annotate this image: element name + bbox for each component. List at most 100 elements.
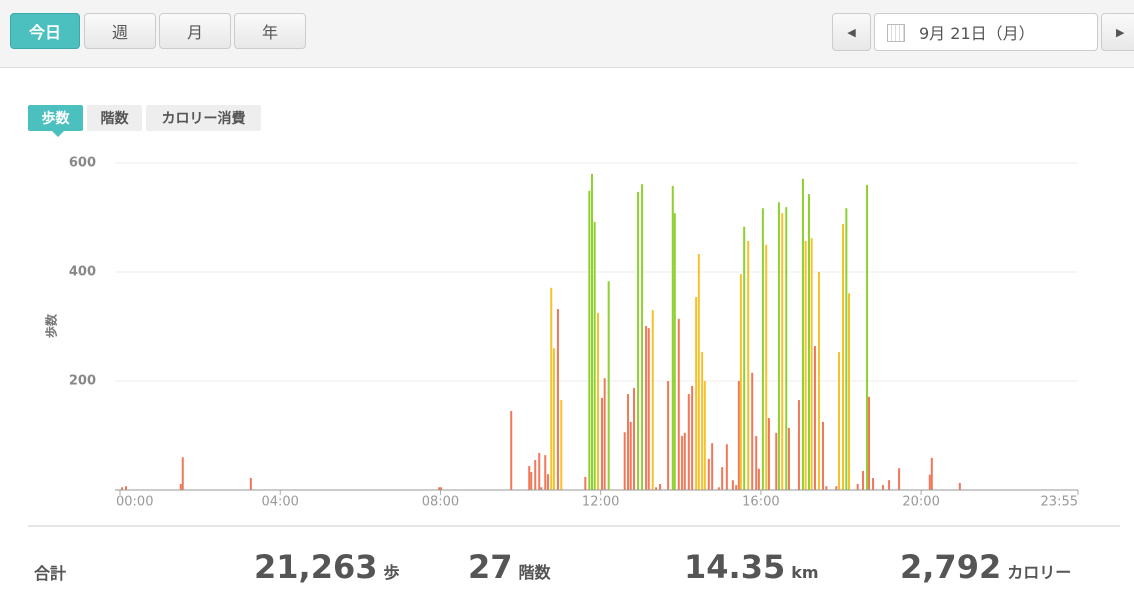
bar <box>249 478 252 490</box>
bar <box>647 328 650 490</box>
bar <box>701 352 704 490</box>
bar <box>121 487 124 490</box>
bar <box>544 455 547 490</box>
tab-year[interactable]: 年 <box>234 13 306 49</box>
bar <box>825 486 828 490</box>
bar <box>590 173 593 490</box>
bar <box>810 238 813 490</box>
summary-steps: 21,263 歩 <box>254 548 400 588</box>
bar <box>697 254 700 490</box>
summary-unit: km <box>791 563 819 582</box>
bar <box>655 487 658 490</box>
bar <box>528 466 531 490</box>
summary-value: 2,792 <box>900 548 1002 586</box>
bar <box>593 221 596 491</box>
bar <box>438 487 441 490</box>
bar <box>588 190 591 491</box>
bar <box>645 325 648 490</box>
x-tick-label: 04:00 <box>261 495 298 510</box>
bar <box>835 486 838 490</box>
chart-tab-calories[interactable]: カロリー消費 <box>146 105 261 131</box>
bar <box>757 468 760 490</box>
bar <box>530 472 533 490</box>
bar <box>765 244 768 490</box>
summary-unit: 歩 <box>383 563 400 582</box>
bar <box>637 191 640 490</box>
summary-unit: カロリー <box>1007 563 1072 582</box>
bar <box>181 457 184 490</box>
bar <box>866 184 869 491</box>
bar <box>731 480 734 490</box>
bar <box>872 478 875 490</box>
summary-value: 27 <box>468 548 513 586</box>
tab-month[interactable]: 月 <box>159 13 231 49</box>
bar <box>842 224 845 491</box>
bar <box>607 281 610 490</box>
date-text: 9月 21日（月） <box>919 24 1035 43</box>
bar <box>862 470 865 490</box>
bar <box>958 482 961 490</box>
x-tick-label: 20:00 <box>902 495 939 510</box>
bar <box>671 185 674 490</box>
bar <box>179 484 182 490</box>
bar <box>651 310 654 490</box>
chart-tab-floors[interactable]: 階数 <box>87 105 142 131</box>
summary-value: 21,263 <box>254 548 378 586</box>
summary-floors: 27 階数 <box>468 548 551 588</box>
tab-week[interactable]: 週 <box>84 13 156 49</box>
bar <box>125 486 128 490</box>
bar <box>804 240 807 490</box>
bar <box>601 397 604 490</box>
bar <box>659 484 662 490</box>
bar <box>703 381 706 490</box>
bar <box>711 443 714 490</box>
bar <box>821 421 824 490</box>
bar <box>817 272 820 490</box>
bar <box>552 348 555 490</box>
bar <box>695 297 698 490</box>
bar <box>751 372 754 490</box>
bar <box>440 487 443 490</box>
bar <box>928 474 931 490</box>
bar <box>687 394 690 490</box>
bar <box>739 274 742 490</box>
bar <box>540 487 543 490</box>
date-picker[interactable]: 9月 21日（月） <box>874 13 1098 51</box>
bar <box>550 287 553 490</box>
bar <box>735 485 738 490</box>
bar <box>596 312 599 490</box>
x-tick-label: 12:00 <box>582 495 619 510</box>
bar <box>767 418 770 490</box>
bar <box>888 480 891 490</box>
bar <box>633 388 636 490</box>
x-tick-label: 08:00 <box>422 495 459 510</box>
bar <box>560 400 563 490</box>
summary-value: 14.35 <box>684 548 786 586</box>
prev-button[interactable]: ◀ <box>832 13 871 51</box>
bar <box>584 476 587 490</box>
chart-tab-steps[interactable]: 歩数 <box>28 105 83 137</box>
bar <box>761 208 764 491</box>
x-tick-label: 23:55 <box>1041 495 1078 510</box>
next-button[interactable]: ▶ <box>1101 13 1134 51</box>
bar <box>707 458 710 490</box>
y-axis-label: 歩数 <box>44 313 59 338</box>
x-tick-label: 00:00 <box>116 495 153 510</box>
bar <box>546 474 549 490</box>
bar <box>725 444 728 490</box>
summary-calories: 2,792 カロリー <box>900 548 1071 588</box>
tab-today[interactable]: 今日 <box>10 13 80 49</box>
bar <box>534 460 537 490</box>
bar <box>641 184 644 490</box>
bar <box>930 457 933 490</box>
bar <box>737 381 740 490</box>
bar <box>556 309 559 490</box>
y-tick-label: 600 <box>69 156 96 171</box>
bar <box>681 436 684 490</box>
bar <box>801 178 804 490</box>
bar <box>838 352 841 490</box>
bar <box>775 432 778 490</box>
y-tick-label: 400 <box>69 265 96 280</box>
